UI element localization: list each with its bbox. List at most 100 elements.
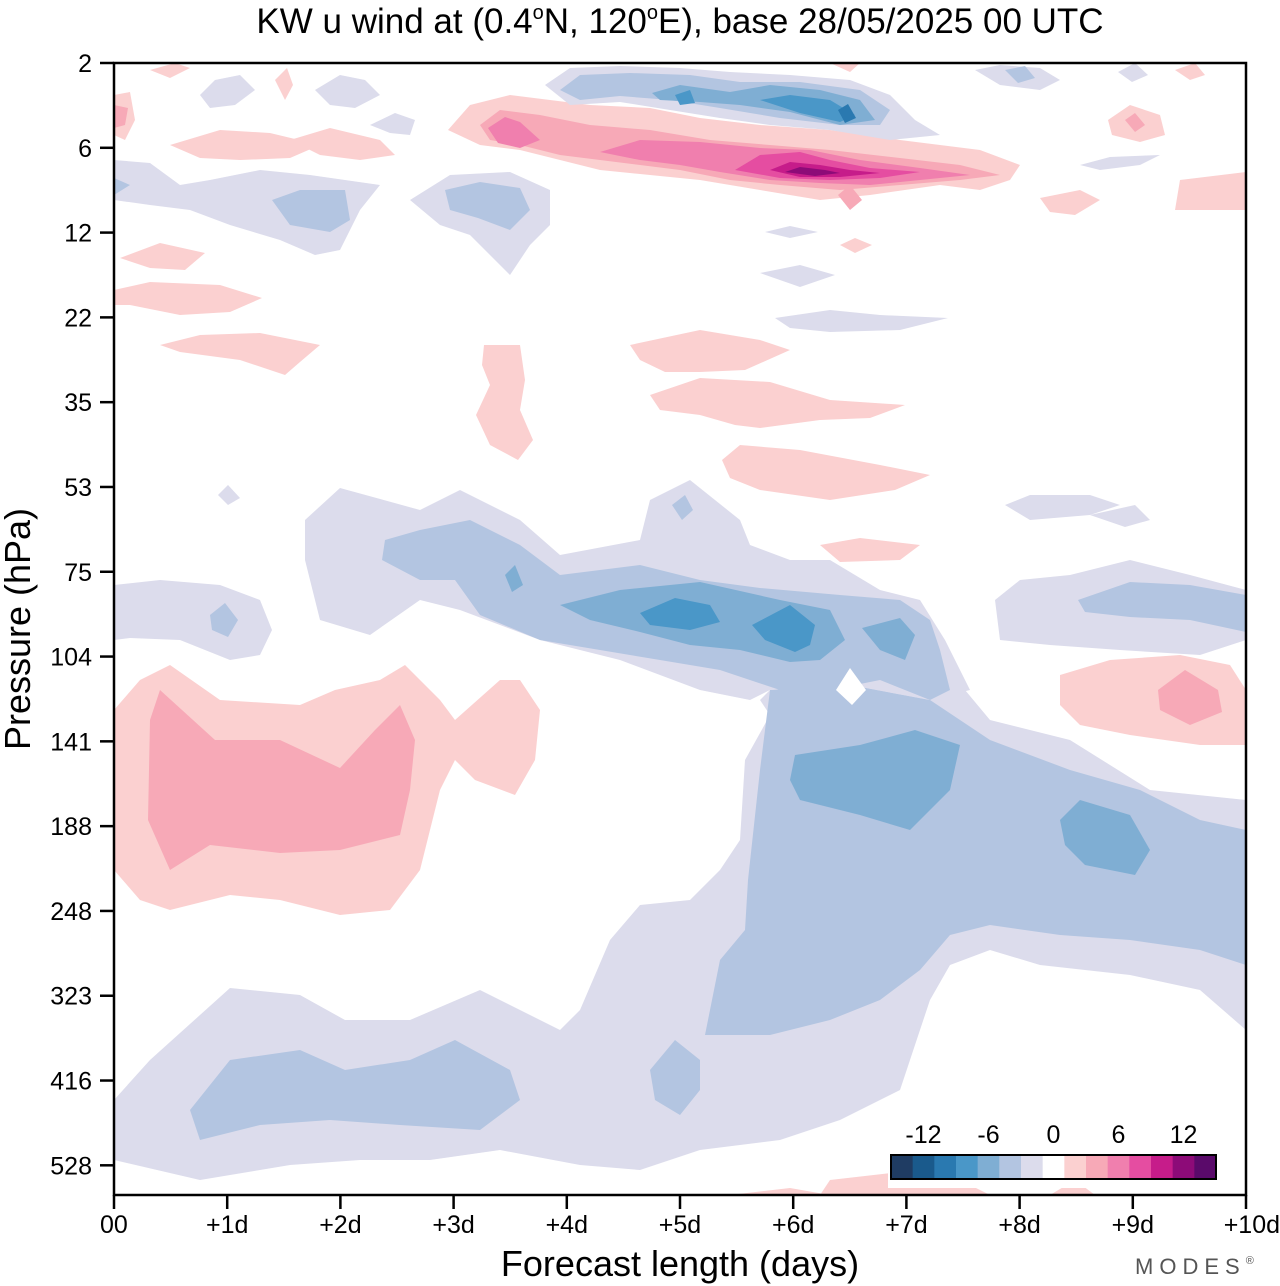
contour-pos-top-mid [830, 63, 860, 72]
contour-pos-upper-left [170, 130, 320, 160]
contour-neg-top-right2 [1118, 63, 1148, 82]
contour-neg-top-left [200, 75, 255, 108]
y-tick-label: 35 [64, 389, 92, 417]
contour-neg-right-dark-a [790, 730, 960, 830]
contour-neg-strat-i [775, 310, 948, 332]
contour-pos-top-left-mid [114, 105, 128, 128]
colorbar-frame [890, 1154, 1217, 1180]
colorbar-swatch [1172, 1155, 1195, 1179]
contour-pos-strat-d [722, 445, 930, 500]
contour-neg-top-core-c [838, 104, 856, 123]
contour-pos-bottom-a [730, 1188, 830, 1195]
contour-pos-upper-lobe [838, 185, 862, 210]
colorbar-swatch [999, 1155, 1022, 1179]
colorbar-swatches [891, 1155, 1217, 1179]
colorbar-label: -12 [905, 1121, 941, 1149]
contour-neg-left-dot [218, 485, 240, 505]
contour-neg-strat-k [765, 226, 818, 238]
colorbar: -12 -6 0 6 12 [888, 1120, 1222, 1188]
contour-pos-strat-h [120, 243, 205, 270]
contour-neg-top-right-mid [1005, 66, 1035, 83]
colorbar-swatch [1021, 1155, 1044, 1179]
contour-neg-right-dark-b [1060, 800, 1150, 875]
contour-neg-strat-j [760, 265, 835, 287]
y-tick-label: 22 [64, 304, 92, 332]
y-tick-label: 188 [50, 813, 92, 841]
contour-pos-right-outer [1060, 655, 1246, 745]
contour-neg-right-small-b [1090, 505, 1150, 527]
contour-neg-top-left2 [315, 75, 380, 108]
contour-neg-left-blob-mid [210, 603, 238, 637]
contour-neg-trop-core-b [752, 605, 815, 652]
contour-neg-upper-left-edge [114, 178, 130, 195]
contour-pos-strat-f [160, 333, 320, 375]
contour-pos-strat-l [840, 238, 872, 253]
x-tick-label: +6d [772, 1211, 814, 1239]
contour-pos-top-right-mid [1125, 113, 1145, 132]
contour-neg-top-left3 [370, 113, 415, 135]
modes-logo: MODES® [1135, 1254, 1254, 1279]
y-tick-label: 53 [64, 474, 92, 502]
colorbar-label: 6 [1112, 1121, 1126, 1149]
contour-neg-trop-spot-c [672, 495, 693, 520]
y-tick-label: 12 [64, 220, 92, 248]
chart-title: KW u wind at (0.4oN, 120oE), base 28/05/… [256, 2, 1103, 41]
y-tick-label: 528 [50, 1152, 92, 1180]
contour-neg-upper-left [114, 160, 380, 255]
contour-pos-upper-right2 [1175, 172, 1246, 210]
y-tick-label: 2 [78, 50, 92, 78]
contour-pos-top-right2 [1175, 63, 1205, 80]
colorbar-swatch [1086, 1155, 1109, 1179]
colorbar-swatch [912, 1155, 935, 1179]
y-tick-label: 104 [50, 644, 92, 672]
y-tick-label: 75 [64, 559, 92, 587]
contour-neg-top-core-b [760, 95, 855, 122]
contour-neg-right-small [1005, 495, 1120, 520]
contour-pos-top-left-c [275, 68, 293, 100]
x-tick-label: +8d [998, 1211, 1040, 1239]
colorbar-swatch [934, 1155, 957, 1179]
contour-neg-upper-right [1080, 155, 1160, 170]
colorbar-swatch [1129, 1155, 1152, 1179]
y-tick-label: 141 [50, 728, 92, 756]
contour-pos-upper-core1 [488, 117, 540, 148]
colorbar-swatch [1042, 1155, 1065, 1179]
contour-fills [114, 63, 1246, 1195]
contour-pos-upper-core5 [785, 167, 840, 176]
y-tick-label: 248 [50, 898, 92, 926]
y-tick-label: 6 [78, 135, 92, 163]
x-axis: 00 +1d +2d +3d +4d +5d +6d +7d +8d +9d +10d [100, 1195, 1280, 1239]
contour-neg-upper-left-mid [272, 190, 350, 232]
colorbar-swatch [1194, 1155, 1217, 1179]
contour-neg-lower-mid [190, 1040, 520, 1140]
x-tick-label: +2d [319, 1211, 361, 1239]
contour-neg-upper-mid-core [445, 182, 530, 230]
y-axis: 2 6 12 22 35 53 75 104 141 188 248 323 416 528 [50, 50, 114, 1180]
x-tick-label: 00 [100, 1211, 128, 1239]
contour-pos-strat-g [114, 282, 262, 315]
x-tick-label: +9d [1112, 1211, 1154, 1239]
colorbar-swatch [1107, 1155, 1130, 1179]
x-tick-label: +3d [432, 1211, 474, 1239]
x-axis-label: Forecast length (days) [501, 1243, 859, 1284]
contour-pos-strat-e [820, 538, 920, 562]
contour-neg-top-core-a [675, 90, 695, 105]
colorbar-label: 0 [1047, 1121, 1061, 1149]
colorbar-label: -6 [977, 1121, 999, 1149]
contour-neg-lower-spot [650, 1040, 700, 1115]
contour-neg-trop-core-a [640, 598, 720, 630]
contour-neg-trop-spot-b [505, 565, 523, 592]
contour-neg-right-trop-mid [1078, 582, 1246, 632]
contour-pos-upper-left2 [290, 128, 395, 160]
contour-zero-hole [836, 668, 866, 705]
colorbar-label: 12 [1170, 1121, 1198, 1149]
contour-pos-left-mid [148, 690, 415, 870]
contour-pos-strat-c [650, 378, 905, 428]
contour-pos-upper-right [1040, 190, 1100, 215]
contour-pos-strat-a [476, 345, 533, 460]
colorbar-labels: -12 -6 0 6 12 [905, 1121, 1197, 1149]
x-tick-label: +4d [546, 1211, 588, 1239]
x-tick-label: +7d [885, 1211, 927, 1239]
y-tick-label: 416 [50, 1068, 92, 1096]
